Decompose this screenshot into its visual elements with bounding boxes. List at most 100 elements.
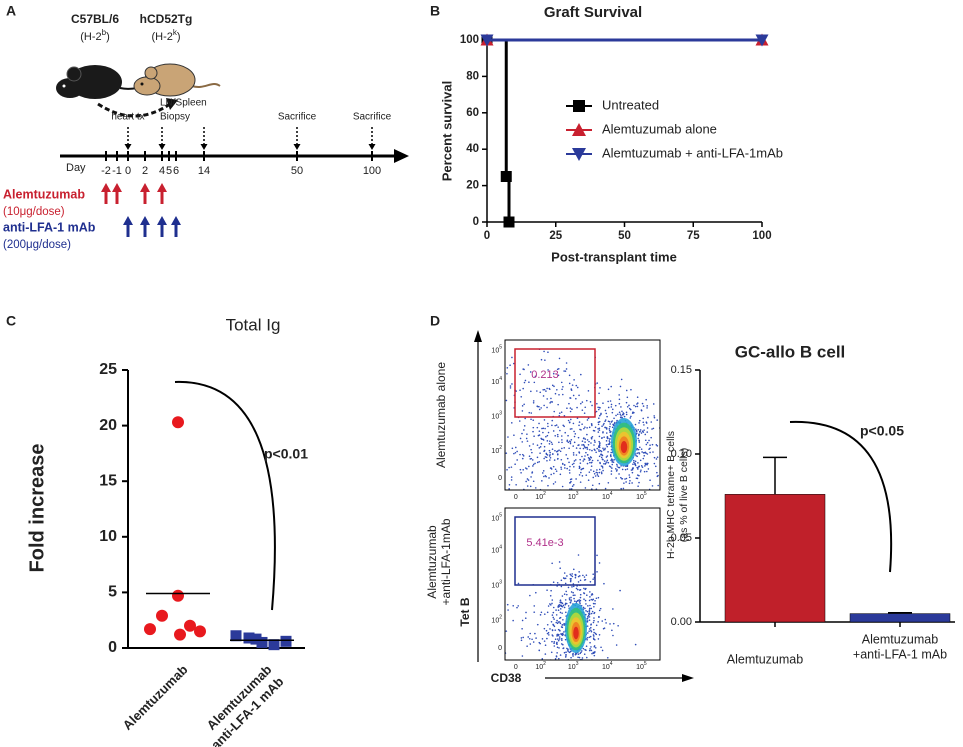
event-dot	[591, 652, 593, 655]
event-dot	[551, 401, 554, 403]
event-dot	[610, 385, 612, 388]
event-dot	[589, 596, 591, 598]
dot	[243, 632, 255, 644]
event-dot	[514, 446, 517, 449]
event-dot	[565, 362, 568, 364]
event-dot	[571, 573, 573, 575]
event-dot	[577, 581, 580, 583]
panel-label: B	[430, 3, 440, 19]
event-dot	[578, 394, 580, 397]
event-dot	[645, 452, 647, 455]
event-dot	[556, 671, 558, 673]
event-dot	[568, 472, 571, 474]
event-dot	[572, 394, 575, 397]
event-dot	[554, 658, 557, 660]
event-dot	[567, 434, 569, 437]
event-dot	[570, 388, 573, 390]
y-tick-label: 20	[99, 417, 117, 434]
event-dot	[584, 665, 586, 667]
flow-x-label: CD38	[491, 671, 522, 685]
event-dot	[584, 406, 587, 409]
event-dot	[560, 633, 562, 635]
event-dot	[532, 401, 535, 404]
event-dot	[648, 439, 650, 442]
event-dot	[597, 621, 599, 623]
event-dot	[646, 407, 648, 409]
event-dot	[611, 461, 614, 463]
event-dot	[677, 443, 679, 445]
event-dot	[588, 628, 591, 630]
event-dot	[521, 619, 524, 622]
event-dot	[481, 432, 483, 434]
flow-tick-label: 105	[636, 661, 647, 671]
event-dot	[553, 385, 555, 388]
event-dot	[564, 638, 567, 641]
event-dot	[579, 481, 582, 483]
event-dot	[616, 465, 619, 467]
event-dot	[502, 436, 504, 438]
event-dot	[588, 613, 591, 615]
y-axis-label: Fold increase	[26, 444, 48, 573]
event-dot	[583, 458, 585, 460]
event-dot	[518, 420, 521, 422]
flow-tick-label: 103	[568, 491, 579, 501]
y-tick-label: 25	[99, 361, 117, 378]
event-dot	[571, 463, 574, 466]
event-dot	[653, 416, 656, 419]
flow-tick-label: 0	[514, 494, 518, 501]
event-dot	[701, 416, 703, 418]
event-dot	[644, 439, 647, 442]
event-dot	[503, 368, 505, 370]
event-dot	[589, 580, 592, 583]
event-dot	[535, 491, 537, 493]
event-dot	[508, 488, 510, 490]
event-dot	[552, 581, 555, 584]
event-dot	[682, 435, 684, 437]
event-dot	[610, 451, 612, 454]
event-dot	[551, 599, 554, 601]
event-dot	[647, 416, 649, 419]
event-dot	[626, 396, 629, 399]
tick-exp: 5	[499, 345, 502, 351]
y-tick-label: 10	[99, 528, 117, 545]
dot	[280, 635, 292, 647]
event-dot	[546, 499, 548, 501]
event-dot	[569, 428, 572, 430]
event-dot	[549, 603, 551, 605]
event-dot	[507, 609, 509, 611]
event-dot	[557, 628, 560, 631]
event-dot	[583, 664, 585, 666]
event-dot	[538, 408, 541, 411]
event-dot	[593, 631, 595, 634]
event-dot	[521, 410, 524, 412]
event-dot	[631, 662, 633, 664]
event-dot	[560, 637, 563, 640]
panel-label: A	[6, 3, 16, 19]
event-dot	[560, 466, 562, 469]
event-dot	[539, 391, 542, 394]
event-dot	[565, 685, 567, 687]
event-dot	[545, 452, 548, 455]
event-dot	[598, 449, 600, 451]
event-dot	[549, 594, 552, 597]
event-dot	[520, 637, 523, 639]
event-dot	[600, 646, 602, 649]
event-dot	[557, 633, 559, 636]
y-tick-label: 20	[466, 180, 479, 192]
event-dot	[615, 477, 617, 479]
event-dot	[590, 626, 592, 629]
event-dot	[516, 459, 518, 461]
event-dot	[541, 472, 544, 474]
event-dot	[587, 444, 590, 446]
event-dot	[633, 459, 635, 462]
event-dot	[650, 436, 652, 439]
event-dot	[565, 368, 568, 370]
event-dot	[549, 440, 551, 442]
event-dot	[639, 470, 642, 473]
event-dot	[593, 654, 596, 657]
event-dot	[584, 446, 587, 449]
treatment-name: anti-LFA-1 mAb	[3, 220, 96, 234]
event-dot	[643, 429, 645, 431]
event-dot	[645, 421, 648, 424]
event-dot	[510, 422, 513, 424]
